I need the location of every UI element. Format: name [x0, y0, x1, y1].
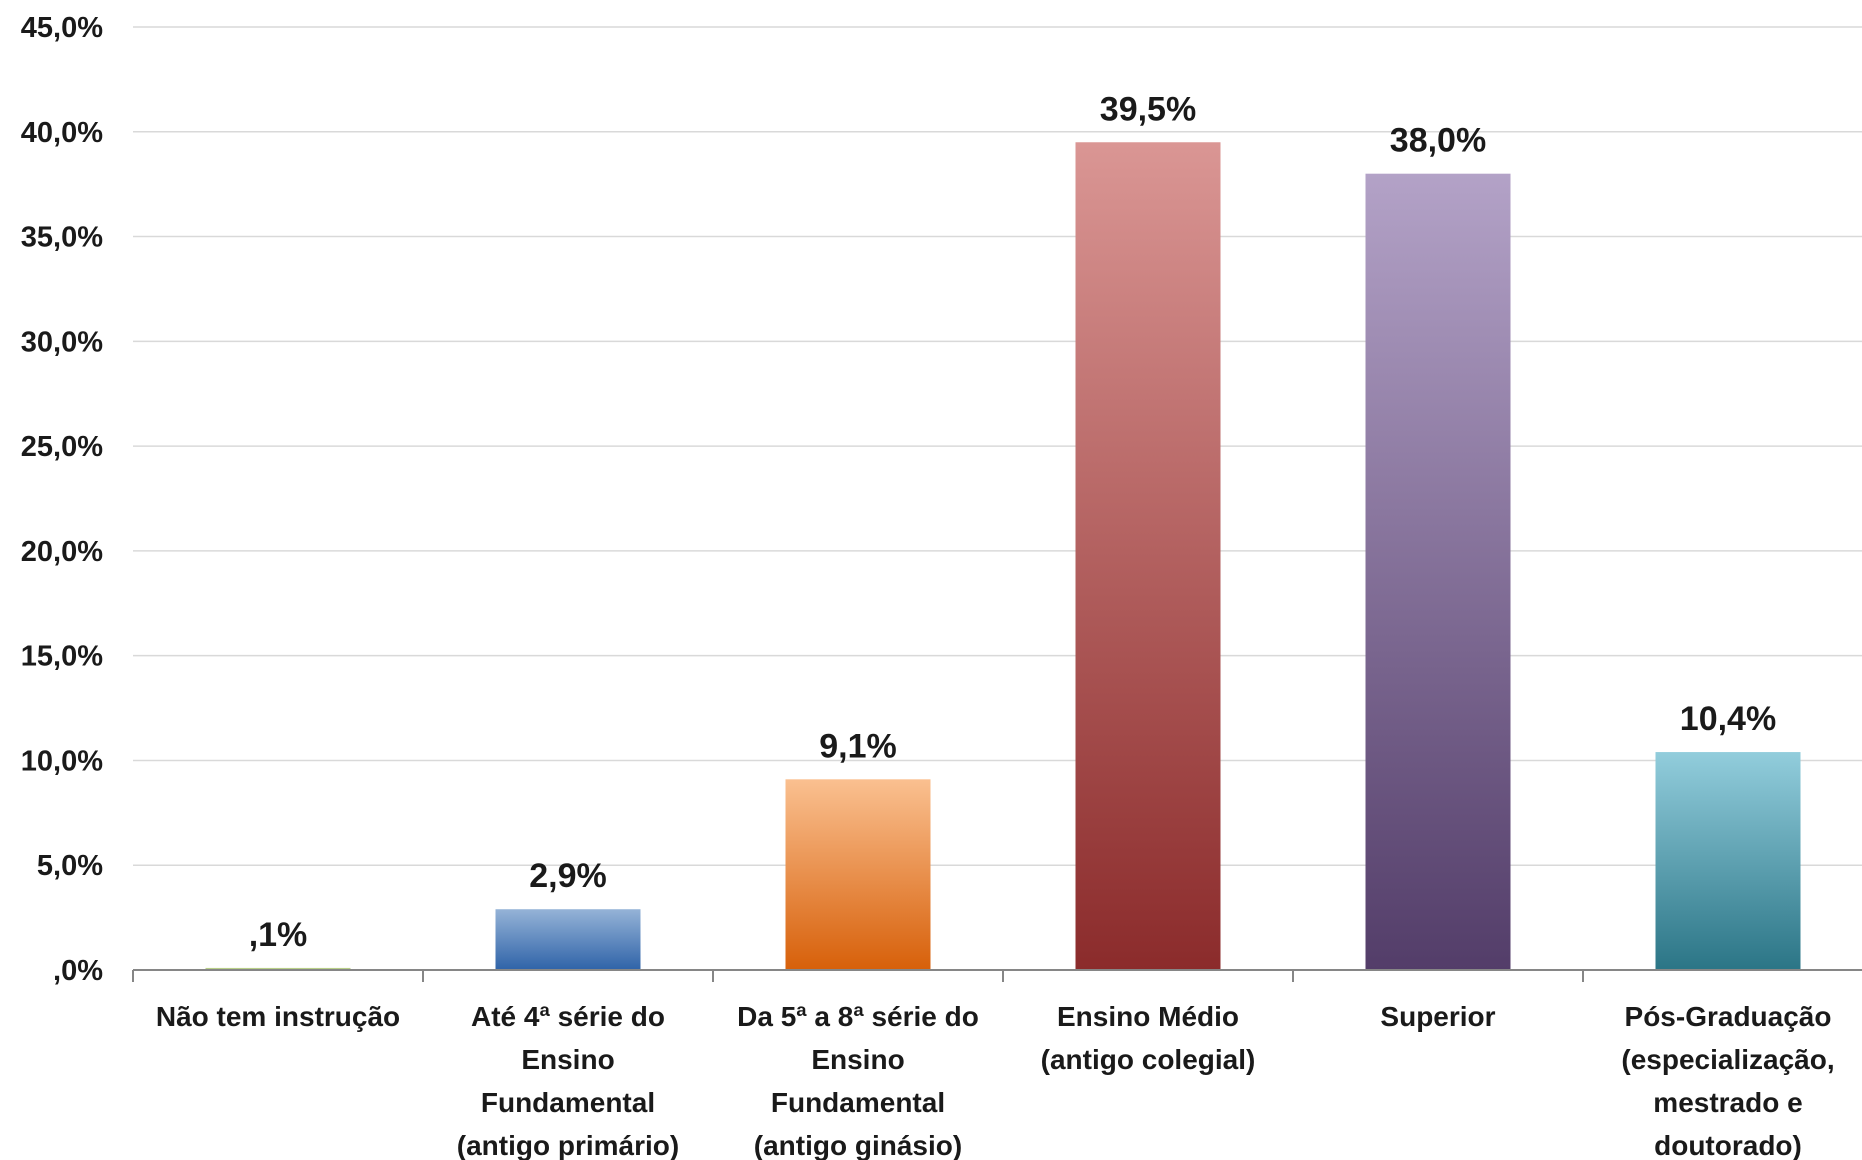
y-tick-label: 25,0% [21, 431, 103, 463]
y-tick-label: 5,0% [37, 850, 103, 882]
bar [495, 909, 641, 970]
category-label: Superior [1380, 1001, 1495, 1032]
category-label: Até 4ª série do Ensino Fundamental (antigo … [457, 1001, 679, 1160]
data-label: 38,0% [1390, 122, 1486, 160]
data-label: 9,1% [819, 727, 897, 765]
data-label: 39,5% [1100, 90, 1196, 128]
gridlines [133, 26, 1862, 866]
y-tick-label: 35,0% [21, 222, 103, 254]
data-labels: ,1% 2,9% 9,1% 39,5% 38,0% 10,4% [249, 90, 1777, 954]
category-label: Da 5ª a 8ª série do Ensino Fundamental (ant… [737, 1001, 979, 1160]
data-label: 2,9% [529, 857, 607, 895]
y-tick-labels: ,0% 5,0% 10,0% 15,0% 20,0% 25,0% 30,0% 35,0% 40,… [21, 12, 103, 987]
bar [785, 779, 931, 970]
y-tick-label: ,0% [53, 955, 103, 987]
bar [205, 967, 351, 970]
y-tick-label: 10,0% [21, 745, 103, 777]
data-label: 10,4% [1680, 700, 1776, 738]
bar [1075, 142, 1221, 970]
category-labels: Não tem instrução Até 4ª série do Ensino Fu… [156, 1001, 1835, 1160]
category-label: Não tem instrução [156, 1001, 400, 1032]
y-tick-label: 30,0% [21, 326, 103, 358]
y-tick-label: 40,0% [21, 117, 103, 149]
axes [132, 969, 1862, 982]
y-tick-label: 15,0% [21, 641, 103, 673]
bar [1655, 752, 1801, 970]
y-tick-label: 45,0% [21, 12, 103, 44]
category-label: Ensino Médio (antigo colegial) [1041, 1001, 1256, 1075]
y-tick-label: 20,0% [21, 536, 103, 568]
bar [1365, 173, 1511, 970]
data-label: ,1% [249, 916, 308, 954]
bars [205, 142, 1801, 970]
